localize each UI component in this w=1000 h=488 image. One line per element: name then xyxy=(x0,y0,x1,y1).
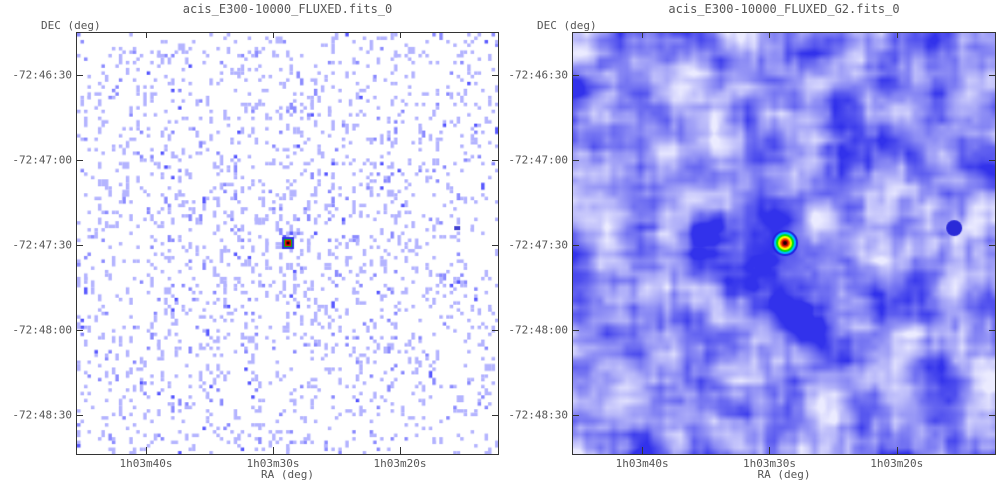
y-tick-mark xyxy=(492,75,499,76)
x-tick-label: 1h03m20s xyxy=(373,457,427,470)
y-tick-label: -72:48:00 xyxy=(508,323,568,337)
y-tick-mark xyxy=(572,415,579,416)
y-tick-mark xyxy=(492,160,499,161)
x-tick-mark xyxy=(400,32,401,38)
panel-title: acis_E300-10000_FLUXED_G2.fits_0 xyxy=(668,2,900,16)
x-tick-mark xyxy=(896,32,898,38)
x-axis-label: RA (deg) xyxy=(757,468,811,481)
y-tick-mark xyxy=(76,160,83,161)
x-tick-mark xyxy=(642,447,644,454)
x-tick-label: 1h03m40s xyxy=(615,457,669,470)
y-tick-mark xyxy=(989,160,996,161)
y-tick-label: -72:47:30 xyxy=(12,238,72,252)
y-tick-label: -72:46:30 xyxy=(508,68,568,82)
panel-title: acis_E300-10000_FLUXED.fits_0 xyxy=(182,2,393,16)
fits-image[interactable] xyxy=(77,33,498,454)
x-tick-label: 1h03m40s xyxy=(119,457,173,470)
y-tick-label: -72:46:30 xyxy=(12,68,72,82)
x-tick-mark xyxy=(273,32,274,38)
x-tick-mark xyxy=(146,447,147,454)
y-tick-label: -72:47:00 xyxy=(508,153,568,167)
x-tick-mark xyxy=(146,32,147,38)
y-tick-mark xyxy=(989,415,996,416)
x-tick-mark xyxy=(769,32,771,38)
y-tick-mark xyxy=(76,330,83,331)
y-tick-mark xyxy=(989,75,996,76)
x-tick-label: 1h03m30s xyxy=(742,457,796,470)
x-tick-mark xyxy=(400,447,401,454)
image-canvas-frame[interactable] xyxy=(572,32,996,455)
x-tick-label: 1h03m30s xyxy=(246,457,300,470)
image-canvas-frame[interactable] xyxy=(76,32,499,455)
y-tick-mark xyxy=(76,245,83,246)
y-axis-label: DEC (deg) xyxy=(537,19,597,32)
x-axis-label: RA (deg) xyxy=(261,468,314,481)
x-tick-mark xyxy=(642,32,644,38)
y-tick-label: -72:48:30 xyxy=(508,408,568,422)
y-tick-label: -72:48:00 xyxy=(12,323,72,337)
y-tick-mark xyxy=(492,330,499,331)
fits-image[interactable] xyxy=(573,33,995,454)
y-tick-mark xyxy=(989,330,996,331)
image-panel-raw: acis_E300-10000_FLUXED.fits_0 DEC (deg) -7… xyxy=(12,2,499,481)
y-tick-mark xyxy=(76,75,83,76)
x-tick-mark xyxy=(273,447,274,454)
y-tick-label: -72:47:30 xyxy=(508,238,568,252)
y-tick-mark xyxy=(492,245,499,246)
x-tick-mark xyxy=(896,447,898,454)
y-tick-mark xyxy=(572,245,579,246)
y-tick-mark xyxy=(572,160,579,161)
x-tick-mark xyxy=(769,447,771,454)
y-tick-mark xyxy=(572,330,579,331)
x-tick-label: 1h03m20s xyxy=(870,457,924,470)
y-tick-label: -72:48:30 xyxy=(12,408,72,422)
y-axis-label: DEC (deg) xyxy=(41,19,101,32)
y-tick-mark xyxy=(76,415,83,416)
y-tick-label: -72:47:00 xyxy=(12,153,72,167)
y-tick-mark xyxy=(492,415,499,416)
y-tick-mark xyxy=(989,245,996,246)
y-tick-mark xyxy=(572,75,579,76)
image-panel-smoothed: acis_E300-10000_FLUXED_G2.fits_0 DEC (deg… xyxy=(495,0,1000,488)
